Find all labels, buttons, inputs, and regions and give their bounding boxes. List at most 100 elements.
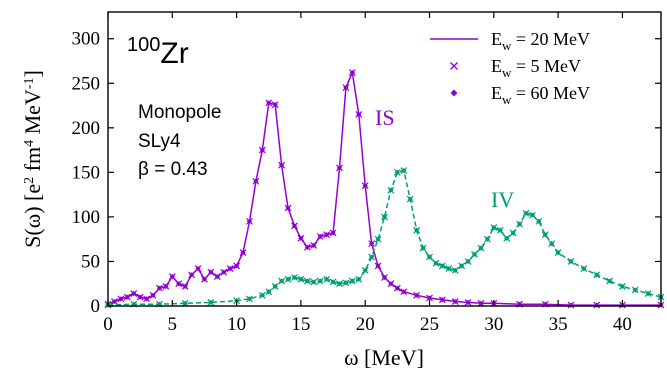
data-point-diamond [285, 205, 291, 211]
nucleus-label: 100Zr [127, 34, 189, 70]
is-label: IS [375, 105, 395, 130]
force-label: SLy4 [138, 131, 181, 152]
y-tick-label: 300 [72, 29, 101, 50]
data-point-diamond [324, 276, 330, 282]
data-point-diamond [253, 178, 259, 184]
data-point-diamond [221, 269, 227, 275]
data-point-diamond [381, 214, 388, 220]
data-point-diamond [118, 296, 124, 302]
data-point-diamond [375, 236, 381, 242]
data-point-diamond [279, 162, 285, 168]
data-point-diamond [291, 223, 298, 229]
data-point-diamond [266, 289, 272, 295]
data-point-diamond [606, 278, 613, 284]
data-point-diamond [240, 249, 246, 256]
data-point-diamond [536, 218, 542, 224]
data-point-diamond [388, 187, 394, 193]
data-point-diamond [195, 265, 201, 272]
data-point-diamond [311, 279, 317, 285]
data-point-diamond [208, 269, 214, 275]
y-axis-label: S(ω) [e2 fm4 MeV-1] [20, 70, 45, 248]
data-point-diamond [356, 276, 362, 282]
data-point-diamond [439, 263, 445, 269]
data-point-diamond [529, 212, 535, 218]
data-point-diamond [420, 245, 426, 251]
y-tick-label: 200 [72, 118, 101, 139]
y-tick-label: 100 [72, 207, 101, 228]
x-ticks: 0 5 10 15 20 25 30 35 40 [103, 12, 632, 335]
data-point-diamond [459, 263, 465, 269]
data-point-diamond [369, 254, 375, 260]
data-point-diamond [285, 276, 291, 282]
data-point-diamond [362, 183, 368, 189]
y-ticks: 0 50 100 150 200 250 300 [72, 29, 661, 317]
data-point-diamond [394, 285, 400, 291]
data-point-diamond [568, 258, 574, 265]
data-point-diamond [491, 225, 497, 231]
legend-item: Ew = 60 MeV [450, 83, 590, 107]
data-point-diamond [272, 102, 278, 108]
x-tick-label: 35 [549, 314, 568, 335]
legend: Ew = 20 MeV Ew = 5 MeV Ew = 60 MeV [430, 29, 590, 107]
data-point-diamond [343, 280, 349, 286]
data-point-diamond [343, 85, 349, 91]
data-point-diamond [227, 265, 233, 272]
data-point-diamond [471, 251, 478, 257]
data-point-diamond [317, 278, 323, 284]
data-point-diamond [375, 263, 381, 269]
data-point-diamond [137, 294, 143, 300]
data-point-diamond [304, 244, 310, 250]
data-point-diamond [426, 254, 433, 260]
data-point-diamond [497, 227, 503, 233]
data-point-diamond [362, 267, 368, 273]
data-point-diamond [246, 296, 253, 302]
data-point-diamond [401, 289, 407, 295]
series-line-iv [107, 169, 662, 306]
plot-frame [107, 11, 662, 307]
data-point-diamond [266, 100, 272, 106]
data-point-diamond [388, 281, 394, 287]
data-point-diamond [111, 298, 118, 305]
data-point-diamond [446, 265, 452, 272]
iv-label: IV [491, 187, 514, 212]
data-point-diamond [369, 241, 375, 247]
data-point-diamond [150, 292, 156, 298]
x-tick-label: 0 [103, 314, 113, 335]
beta-label: β = 0.43 [138, 159, 208, 180]
x-tick-label: 15 [291, 314, 310, 335]
data-point-diamond [542, 232, 548, 238]
data-point-diamond [336, 165, 343, 171]
data-point-diamond [516, 301, 523, 307]
data-point-diamond [542, 301, 548, 307]
data-point-diamond [465, 299, 471, 306]
data-point-diamond [304, 278, 310, 284]
data-point-diamond [349, 69, 355, 76]
data-point-diamond [169, 274, 175, 280]
data-point-diamond [510, 230, 516, 236]
data-point-diamond [478, 245, 484, 251]
data-point-diamond [349, 278, 355, 284]
data-point-diamond [156, 301, 163, 307]
x-tick-label: 40 [613, 314, 632, 335]
data-point-diamond [414, 227, 420, 233]
data-point-diamond [124, 294, 130, 300]
data-point-diamond [452, 267, 458, 273]
data-point-diamond [594, 272, 600, 278]
data-point-diamond [311, 242, 317, 249]
x-axis-label: ω [MeV] [344, 345, 424, 370]
data-point-diamond [272, 283, 278, 289]
data-point-diamond [426, 295, 433, 301]
x-tick-label: 25 [420, 314, 439, 335]
data-point-diamond [246, 218, 253, 224]
data-point-diamond [208, 299, 214, 306]
data-point-diamond [317, 233, 323, 240]
legend-item: Ew = 20 MeV [430, 29, 590, 53]
data-point-diamond [182, 300, 188, 306]
data-point-diamond [452, 298, 458, 305]
data-point-diamond [645, 290, 651, 297]
y-tick-label: 50 [81, 251, 100, 272]
data-point-diamond [407, 196, 413, 202]
legend-label: Ew = 20 MeV [491, 29, 590, 53]
data-point-diamond [330, 279, 336, 285]
